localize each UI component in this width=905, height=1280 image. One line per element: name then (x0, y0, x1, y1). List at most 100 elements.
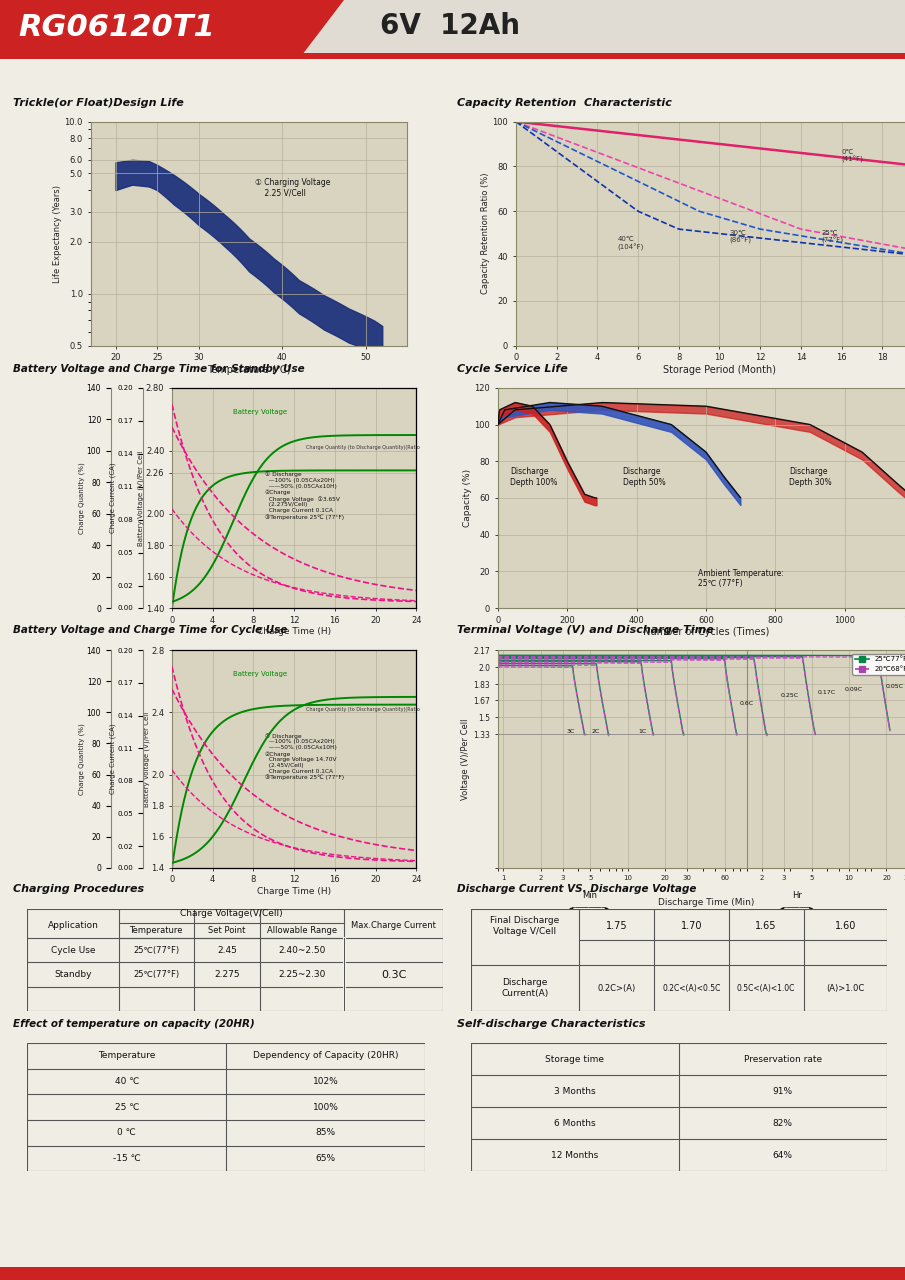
Text: 25℃(77°F): 25℃(77°F) (133, 970, 179, 979)
Text: 82%: 82% (773, 1119, 793, 1128)
Text: Capacity Retention  Characteristic: Capacity Retention Characteristic (457, 99, 672, 108)
Text: 2.275: 2.275 (214, 970, 240, 979)
Text: Hr: Hr (793, 891, 803, 900)
X-axis label: Charge Time (H): Charge Time (H) (257, 627, 331, 636)
Bar (0, 52, 905, 59)
Text: 0.2C>(A): 0.2C>(A) (597, 983, 635, 992)
Text: Battery Voltage and Charge Time for Cycle Use: Battery Voltage and Charge Time for Cycl… (14, 626, 288, 635)
Text: Cycle Use: Cycle Use (51, 946, 95, 955)
Text: 85%: 85% (316, 1128, 336, 1138)
Y-axis label: Capacity (%): Capacity (%) (462, 468, 472, 527)
Text: 64%: 64% (773, 1151, 793, 1160)
Text: Ambient Temperature:
25℃ (77°F): Ambient Temperature: 25℃ (77°F) (698, 568, 784, 588)
Text: 0.17C: 0.17C (818, 690, 836, 695)
Text: Charge Voltage(V/Cell): Charge Voltage(V/Cell) (180, 909, 282, 918)
Text: Min: Min (582, 891, 596, 900)
Text: Trickle(or Float)Design Life: Trickle(or Float)Design Life (14, 99, 184, 108)
Text: (A)>1.0C: (A)>1.0C (826, 983, 864, 992)
X-axis label: Temperature (℃): Temperature (℃) (207, 365, 291, 375)
Text: Temperature: Temperature (98, 1051, 156, 1061)
Text: 102%: 102% (313, 1076, 338, 1087)
Text: Application: Application (47, 922, 99, 931)
Text: Battery Voltage: Battery Voltage (233, 410, 287, 415)
X-axis label: Discharge Time (Min): Discharge Time (Min) (658, 899, 754, 908)
Text: Discharge
Current(A): Discharge Current(A) (501, 978, 548, 997)
Y-axis label: Charge Current (CA): Charge Current (CA) (110, 462, 116, 534)
Y-axis label: Charge Quantity (%): Charge Quantity (%) (79, 723, 85, 795)
Text: 1.70: 1.70 (681, 920, 702, 931)
Text: Max.Charge Current: Max.Charge Current (351, 922, 436, 931)
Text: Final Discharge
Voltage V/Cell: Final Discharge Voltage V/Cell (491, 916, 559, 936)
Text: 1.75: 1.75 (605, 920, 627, 931)
Text: 0.09C: 0.09C (844, 687, 862, 692)
Y-axis label: Life Expectancy (Years): Life Expectancy (Years) (52, 184, 62, 283)
X-axis label: Storage Period (Month): Storage Period (Month) (663, 365, 776, 375)
Text: 0.5C<(A)<1.0C: 0.5C<(A)<1.0C (737, 983, 795, 992)
Y-axis label: Battery Voltage (V)/Per Cell: Battery Voltage (V)/Per Cell (143, 712, 149, 806)
Text: 25℃(77°F): 25℃(77°F) (133, 946, 179, 955)
Text: Temperature: Temperature (129, 927, 183, 936)
Text: Battery Voltage: Battery Voltage (233, 671, 287, 677)
Text: 91%: 91% (773, 1087, 793, 1096)
Text: 1C: 1C (638, 730, 646, 735)
Legend: 25℃77°F, 20℃68°F: 25℃77°F, 20℃68°F (853, 654, 905, 675)
Y-axis label: Voltage (V)/Per Cell: Voltage (V)/Per Cell (462, 718, 471, 800)
Y-axis label: Charge Quantity (%): Charge Quantity (%) (79, 462, 85, 534)
Y-axis label: Battery Voltage (V)/Per Cell: Battery Voltage (V)/Per Cell (138, 451, 145, 545)
Text: 3C: 3C (567, 730, 576, 735)
Text: Discharge
Depth 30%: Discharge Depth 30% (789, 467, 832, 486)
Text: 0.6C: 0.6C (739, 701, 754, 707)
Text: 6 Months: 6 Months (554, 1119, 595, 1128)
Text: 3 Months: 3 Months (554, 1087, 595, 1096)
X-axis label: Charge Time (H): Charge Time (H) (257, 887, 331, 896)
Polygon shape (299, 0, 905, 59)
Text: Discharge Current VS. Discharge Voltage: Discharge Current VS. Discharge Voltage (457, 884, 696, 893)
Text: Storage time: Storage time (545, 1055, 605, 1064)
X-axis label: Number of Cycles (Times): Number of Cycles (Times) (643, 627, 769, 637)
Text: 0.25C: 0.25C (781, 694, 799, 699)
Text: 40 ℃: 40 ℃ (115, 1076, 138, 1087)
Text: -15 ℃: -15 ℃ (113, 1153, 140, 1164)
Text: Set Point: Set Point (208, 927, 245, 936)
Text: 12 Months: 12 Months (551, 1151, 598, 1160)
Text: 100%: 100% (313, 1102, 338, 1112)
Text: Battery Voltage and Charge Time for Standby Use: Battery Voltage and Charge Time for Stan… (14, 365, 305, 374)
Text: 0℃
(41°F): 0℃ (41°F) (842, 148, 863, 164)
Text: 1.65: 1.65 (756, 920, 776, 931)
Text: Charge Quantity (to Discharge Quantity)(Ratio: Charge Quantity (to Discharge Quantity)(… (307, 445, 420, 451)
Text: Charge Quantity (to Discharge Quantity)(Ratio: Charge Quantity (to Discharge Quantity)(… (307, 707, 420, 712)
Text: 40℃
(104°F): 40℃ (104°F) (617, 237, 644, 251)
Text: Cycle Service Life: Cycle Service Life (457, 365, 567, 374)
Text: ◄────────►: ◄────────► (780, 905, 814, 910)
Text: 0.05C: 0.05C (886, 685, 904, 690)
Text: 0.2C<(A)<0.5C: 0.2C<(A)<0.5C (662, 983, 720, 992)
Text: 6V  12Ah: 6V 12Ah (380, 12, 520, 40)
Text: RG06120T1: RG06120T1 (18, 13, 214, 41)
Text: Standby: Standby (54, 970, 91, 979)
Text: 30℃
(86°F): 30℃ (86°F) (729, 229, 752, 244)
Text: Discharge
Depth 50%: Discharge Depth 50% (623, 467, 665, 486)
Text: 65%: 65% (316, 1153, 336, 1164)
Text: Self-discharge Characteristics: Self-discharge Characteristics (457, 1019, 645, 1029)
Text: Preservation rate: Preservation rate (744, 1055, 822, 1064)
Text: Discharge
Depth 100%: Discharge Depth 100% (510, 467, 557, 486)
Y-axis label: Capacity Retention Ratio (%): Capacity Retention Ratio (%) (481, 173, 490, 294)
Text: Effect of temperature on capacity (20HR): Effect of temperature on capacity (20HR) (14, 1019, 255, 1029)
Text: 0.3C: 0.3C (381, 970, 406, 979)
Text: 2.25~2.30: 2.25~2.30 (278, 970, 326, 979)
Text: ◄──────────►: ◄──────────► (569, 905, 610, 910)
Text: 2.40~2.50: 2.40~2.50 (278, 946, 326, 955)
Y-axis label: Charge Current (CA): Charge Current (CA) (110, 723, 116, 795)
Text: ① Discharge
  —100% (0.05CAx20H)
  ——50% (0.05CAx10H)
②Charge
  Charge Voltage  : ① Discharge —100% (0.05CAx20H) ——50% (0.… (265, 471, 344, 520)
Text: 0 ℃: 0 ℃ (118, 1128, 136, 1138)
Text: Terminal Voltage (V) and Discharge Time: Terminal Voltage (V) and Discharge Time (457, 626, 714, 635)
Text: 25℃
(77°F): 25℃ (77°F) (822, 229, 843, 244)
Text: ① Charging Voltage
    2.25 V/Cell: ① Charging Voltage 2.25 V/Cell (255, 178, 330, 197)
Text: Allowable Range: Allowable Range (267, 927, 337, 936)
Text: 2.45: 2.45 (217, 946, 237, 955)
Text: Charging Procedures: Charging Procedures (14, 884, 145, 893)
Text: 2C: 2C (591, 730, 600, 735)
Text: 1.60: 1.60 (834, 920, 856, 931)
Text: 25 ℃: 25 ℃ (115, 1102, 138, 1112)
Text: ① Discharge
  —100% (0.05CAx20H)
  ——50% (0.05CAx10H)
②Charge
  Charge Voltage 1: ① Discharge —100% (0.05CAx20H) ——50% (0.… (265, 733, 344, 781)
